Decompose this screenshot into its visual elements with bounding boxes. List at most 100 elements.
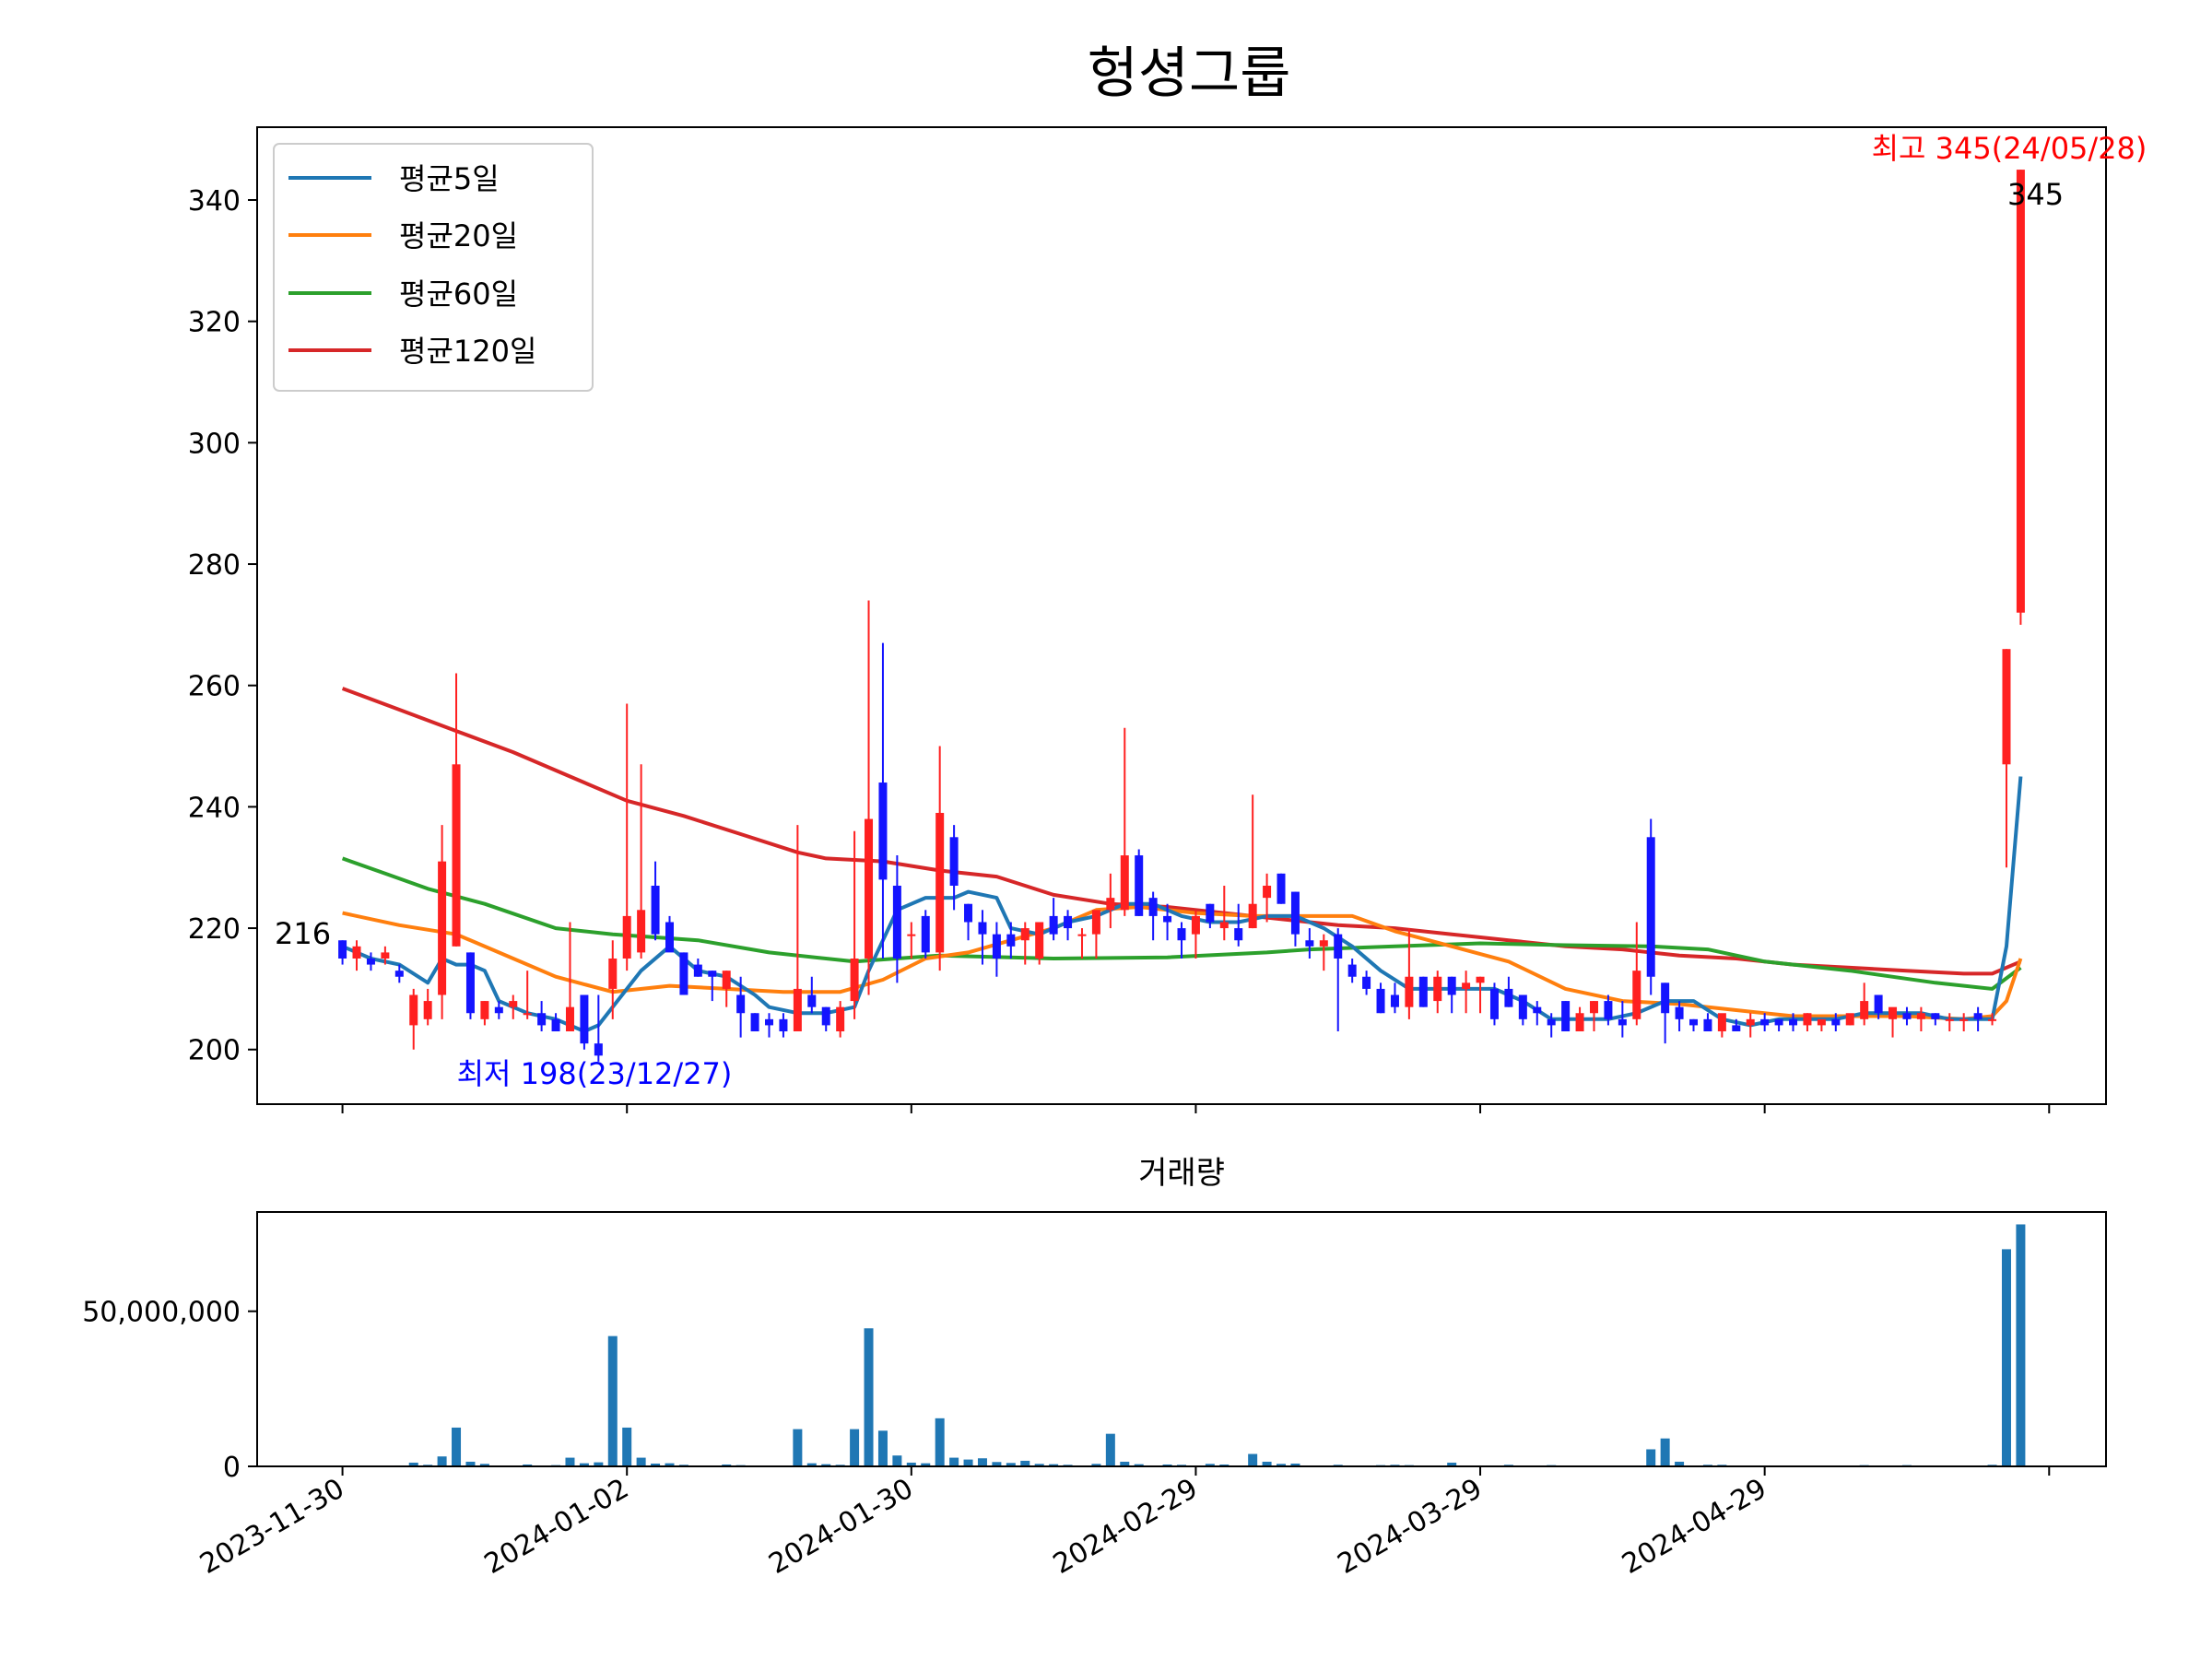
candle-body bbox=[1263, 885, 1272, 899]
candle bbox=[1916, 1006, 1925, 1031]
candle-body bbox=[978, 922, 987, 935]
candle-body bbox=[1148, 898, 1158, 916]
volume-bar bbox=[665, 1463, 675, 1466]
candle bbox=[1845, 1013, 1854, 1026]
candle-body bbox=[1888, 1006, 1898, 1019]
candle bbox=[423, 988, 432, 1026]
candle-body bbox=[494, 1006, 503, 1014]
candle bbox=[1533, 1001, 1542, 1026]
volume-bar bbox=[1660, 1438, 1670, 1466]
candle bbox=[352, 940, 361, 971]
candle-body bbox=[438, 861, 447, 995]
volume-bar bbox=[821, 1464, 831, 1466]
candle-body bbox=[1504, 988, 1513, 1007]
candle-body bbox=[1860, 1001, 1869, 1019]
candle-body bbox=[921, 915, 930, 953]
volume-bar bbox=[793, 1429, 803, 1466]
volume-bar bbox=[408, 1462, 418, 1466]
candle-body bbox=[1476, 976, 1485, 983]
candle-body bbox=[1945, 1018, 1954, 1021]
price-panel: 200 220 240 260 280 300 320 340 최고 345(24/05/28… bbox=[188, 126, 2147, 1105]
candle-body bbox=[892, 885, 901, 959]
candle bbox=[537, 1001, 547, 1031]
volume-bar bbox=[992, 1462, 1002, 1466]
candle bbox=[608, 940, 618, 1019]
candle-body bbox=[1120, 855, 1129, 911]
candle bbox=[1163, 903, 1172, 941]
volume-bar bbox=[622, 1427, 632, 1466]
candle-body bbox=[608, 958, 618, 989]
volume-bar bbox=[906, 1462, 916, 1466]
moving-average-lines bbox=[341, 687, 2023, 1033]
candle bbox=[1675, 1001, 1684, 1031]
candle-body bbox=[1689, 1018, 1699, 1026]
candle-body bbox=[665, 922, 674, 953]
candle-body bbox=[1547, 1018, 1556, 1026]
candle-body bbox=[793, 988, 802, 1031]
candle bbox=[1902, 1006, 1912, 1026]
candle bbox=[1091, 910, 1100, 959]
candle bbox=[1489, 982, 1499, 1026]
candle bbox=[438, 825, 447, 1019]
candle-body bbox=[750, 1013, 759, 1031]
candle bbox=[565, 922, 574, 1031]
candle-body bbox=[1988, 1018, 1997, 1021]
candle-body bbox=[1774, 1018, 1783, 1026]
candle bbox=[1561, 1001, 1571, 1031]
candle-body bbox=[1191, 915, 1200, 935]
candle-body bbox=[1177, 928, 1186, 941]
candle bbox=[651, 861, 660, 941]
candle bbox=[1447, 976, 1456, 1014]
volume-bar bbox=[607, 1335, 618, 1466]
candle bbox=[978, 910, 987, 965]
x-tick-label: 2024-02-29 bbox=[1048, 1473, 1203, 1581]
candle bbox=[1646, 818, 1655, 995]
candle-body bbox=[338, 940, 347, 959]
volume-panel: 거래량 0 50,000,000 2023-11-30 2024-01-02 2024… bbox=[82, 1104, 2107, 1581]
candle bbox=[921, 910, 930, 959]
volume-bar bbox=[1248, 1453, 1258, 1466]
candle bbox=[807, 976, 817, 1014]
volume-bar bbox=[892, 1455, 902, 1466]
candle bbox=[1959, 1013, 1969, 1031]
candle-body bbox=[821, 1006, 830, 1026]
candle bbox=[1689, 1018, 1699, 1031]
candle bbox=[594, 994, 603, 1062]
volume-bar bbox=[1219, 1464, 1230, 1466]
legend-label-ma5: 평균5일 bbox=[399, 161, 500, 196]
ma5-line bbox=[341, 776, 2023, 1033]
candle bbox=[366, 952, 375, 971]
volume-bar bbox=[479, 1464, 489, 1466]
volume-bar bbox=[1034, 1464, 1044, 1466]
candle-body bbox=[807, 994, 817, 1007]
candle-body bbox=[1290, 891, 1300, 935]
candle bbox=[1789, 1013, 1798, 1031]
candle bbox=[1732, 1018, 1741, 1031]
candle-body bbox=[480, 1001, 489, 1019]
volume-bar bbox=[437, 1456, 447, 1466]
volume-bar bbox=[594, 1462, 604, 1466]
candle-body bbox=[465, 952, 475, 1014]
x-tick-label: 2023-11-30 bbox=[194, 1473, 349, 1581]
candle-body bbox=[1091, 910, 1100, 935]
candle bbox=[1277, 873, 1286, 904]
candle bbox=[637, 764, 646, 959]
candle bbox=[1376, 982, 1385, 1014]
candle-body bbox=[352, 946, 361, 959]
volume-bar bbox=[1290, 1463, 1300, 1466]
volume-bar bbox=[1162, 1464, 1172, 1466]
candle bbox=[1191, 910, 1200, 959]
candle-body bbox=[409, 994, 418, 1026]
candle-body bbox=[779, 1018, 788, 1031]
candle bbox=[509, 994, 518, 1019]
candle-body bbox=[1518, 994, 1527, 1019]
candle bbox=[736, 976, 746, 1038]
candle-body bbox=[1760, 1018, 1770, 1026]
candle-body bbox=[1902, 1013, 1912, 1019]
candle-body bbox=[2002, 649, 2011, 765]
candle bbox=[1632, 922, 1641, 1026]
candle-body bbox=[509, 1001, 518, 1007]
price-y-tick-label: 340 bbox=[188, 185, 241, 218]
candle bbox=[1988, 1013, 1997, 1026]
volume-bar bbox=[565, 1457, 575, 1466]
